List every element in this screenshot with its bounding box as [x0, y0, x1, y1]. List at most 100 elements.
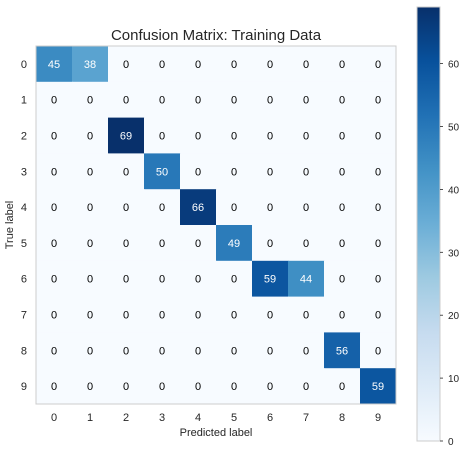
y-tick-label: 3 — [21, 166, 27, 178]
cell-value-label: 0 — [159, 131, 165, 143]
heatmap-cell — [288, 153, 325, 190]
cell-value-label: 0 — [51, 238, 57, 250]
cell-value-label: 0 — [159, 238, 165, 250]
cell-value-label: 0 — [195, 345, 201, 357]
cell-value-label: 0 — [303, 238, 309, 250]
y-tick-label: 0 — [21, 59, 27, 71]
heatmap-cell — [288, 260, 325, 298]
cell-value-label: 0 — [267, 381, 273, 393]
heatmap-cell — [144, 153, 181, 190]
cell-value-label: 0 — [231, 95, 237, 107]
cell-value-label: 0 — [123, 59, 129, 71]
cell-value-label: 0 — [303, 310, 309, 322]
heatmap-cell — [360, 46, 397, 83]
heatmap-cell — [216, 46, 253, 83]
x-tick-label: 6 — [267, 412, 273, 424]
cell-value-label: 0 — [231, 131, 237, 143]
cell-value-label: 0 — [339, 166, 345, 178]
heatmap-cell — [72, 332, 109, 369]
cell-value-label: 0 — [339, 310, 345, 322]
cell-value-label: 0 — [303, 131, 309, 143]
heatmap-cell — [324, 225, 361, 262]
heatmap-cell — [72, 260, 109, 298]
cell-value-label: 0 — [87, 131, 93, 143]
cell-value-label: 0 — [339, 202, 345, 214]
cell-value-label: 0 — [303, 345, 309, 357]
heatmap-cell — [144, 332, 181, 369]
cell-value-label: 44 — [300, 274, 312, 286]
cell-value-label: 0 — [375, 345, 381, 357]
cell-value-label: 0 — [339, 131, 345, 143]
cell-value-label: 0 — [231, 310, 237, 322]
cell-value-label: 0 — [123, 310, 129, 322]
heatmap-cell — [108, 153, 145, 190]
cell-value-label: 0 — [267, 202, 273, 214]
heatmap-cell — [36, 117, 73, 154]
heatmap-cell — [180, 153, 217, 190]
heatmap-cell — [324, 296, 361, 333]
heatmap-cell — [72, 225, 109, 262]
y-tick-label: 9 — [21, 381, 27, 393]
cell-value-label: 0 — [87, 381, 93, 393]
heatmap-cell — [324, 189, 361, 226]
heatmap-cell — [144, 189, 181, 226]
cell-value-label: 0 — [339, 95, 345, 107]
cell-value-label: 0 — [267, 238, 273, 250]
cell-value-label: 56 — [336, 345, 348, 357]
cell-value-label: 0 — [195, 166, 201, 178]
y-tick-label: 5 — [21, 238, 27, 250]
heatmap-cell — [288, 117, 325, 154]
cell-value-label: 0 — [339, 59, 345, 71]
heatmap-cell — [252, 225, 289, 262]
cell-value-label: 0 — [123, 95, 129, 107]
y-axis-label: True label — [4, 201, 16, 250]
heatmap-cell — [324, 153, 361, 190]
heatmap-cell — [108, 81, 145, 119]
heatmap-cell — [36, 332, 73, 369]
heatmap-cell — [72, 153, 109, 190]
cell-value-label: 0 — [51, 202, 57, 214]
cell-value-label: 0 — [51, 95, 57, 107]
heatmap-cell — [36, 368, 73, 405]
cell-value-label: 0 — [123, 274, 129, 286]
cell-value-label: 0 — [375, 166, 381, 178]
cell-value-label: 69 — [120, 131, 132, 143]
cell-value-label: 0 — [123, 166, 129, 178]
heatmap-cell — [108, 46, 145, 83]
x-tick-label: 2 — [123, 412, 129, 424]
cell-value-label: 0 — [375, 202, 381, 214]
cell-value-label: 59 — [372, 381, 384, 393]
colorbar-tick-label: 50 — [448, 123, 460, 134]
cell-value-label: 0 — [195, 238, 201, 250]
heatmap-cell — [72, 117, 109, 154]
heatmap-cell — [216, 296, 253, 333]
heatmap-cell — [72, 189, 109, 226]
cell-value-label: 0 — [267, 95, 273, 107]
heatmap-cell — [252, 189, 289, 226]
cell-value-label: 0 — [231, 274, 237, 286]
cell-value-label: 0 — [51, 381, 57, 393]
cell-value-label: 0 — [375, 238, 381, 250]
chart-title: Confusion Matrix: Training Data — [111, 27, 322, 44]
cell-value-label: 66 — [192, 202, 204, 214]
cell-value-label: 0 — [303, 166, 309, 178]
heatmap-cell — [108, 332, 145, 369]
heatmap-cell — [144, 260, 181, 298]
heatmap-cell — [360, 368, 397, 405]
heatmap-cell — [36, 153, 73, 190]
heatmap-cell — [216, 117, 253, 154]
heatmap-cell — [72, 81, 109, 119]
heatmap-cell — [36, 296, 73, 333]
heatmap-cell — [216, 368, 253, 405]
cell-value-label: 0 — [267, 59, 273, 71]
heatmap-cell — [324, 117, 361, 154]
heatmap-cell — [360, 225, 397, 262]
heatmap-cell — [360, 189, 397, 226]
heatmap-cell — [36, 225, 73, 262]
cell-value-label: 0 — [339, 381, 345, 393]
heatmap-cell — [216, 260, 253, 298]
y-tick-label: 1 — [21, 95, 27, 107]
heatmap-cell — [288, 225, 325, 262]
cell-value-label: 0 — [87, 238, 93, 250]
